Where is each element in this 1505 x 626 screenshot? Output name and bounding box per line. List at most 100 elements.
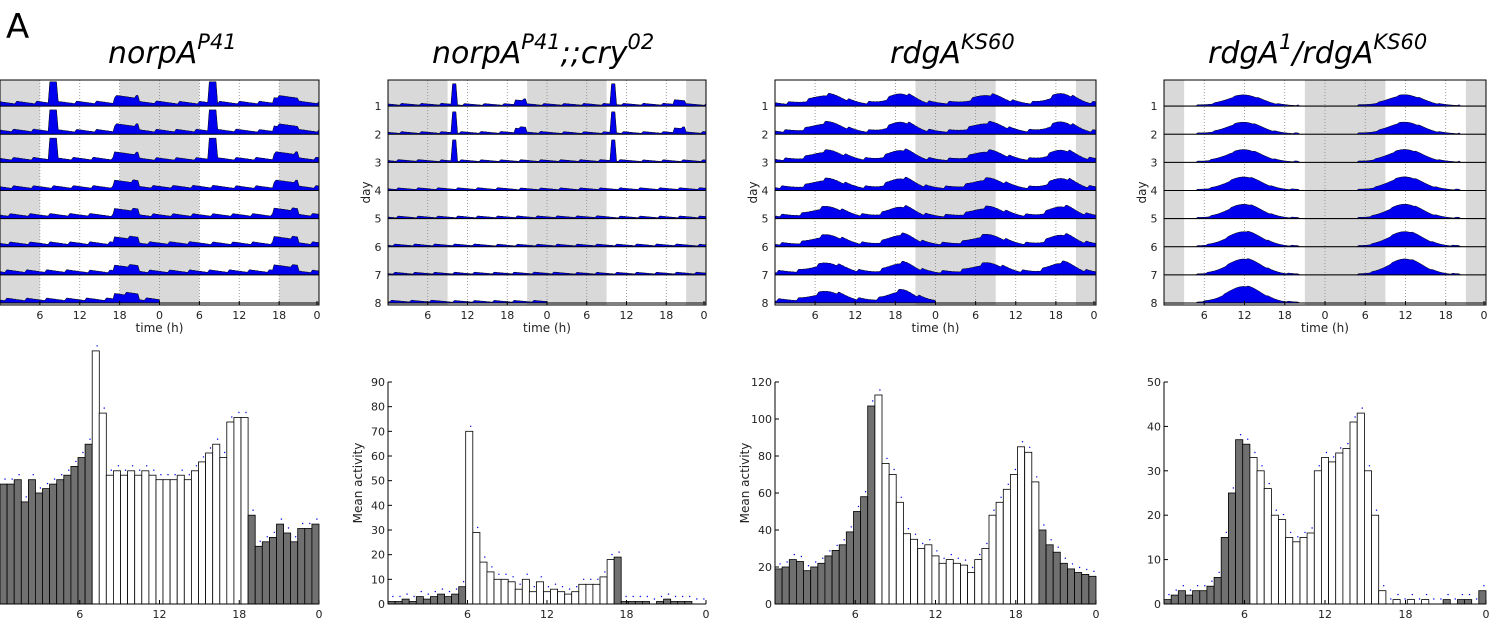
error-dot — [1000, 496, 1002, 498]
bar — [903, 533, 911, 605]
error-dot — [1029, 446, 1031, 448]
bar — [917, 548, 926, 605]
dark-phase-shade — [388, 80, 448, 305]
x-tick-label: 12 — [1318, 608, 1332, 621]
day-tick-label: 8 — [375, 297, 382, 310]
x-tick-label: 0 — [932, 309, 939, 322]
activity-trace — [0, 81, 320, 107]
x-tick-label: 18 — [659, 309, 673, 322]
bar — [1017, 446, 1025, 605]
error-dot — [505, 573, 507, 575]
activity-trace — [387, 83, 707, 107]
error-dot — [583, 578, 585, 580]
bar — [550, 588, 558, 605]
bar — [283, 532, 292, 605]
error-dot — [448, 590, 451, 593]
error-dot — [61, 474, 63, 476]
y-tick-label: 20 — [1147, 509, 1161, 522]
bar — [974, 559, 983, 605]
bar — [663, 598, 672, 605]
error-dot — [1375, 509, 1378, 511]
day-tick-label: 5 — [1151, 213, 1158, 226]
bar — [42, 488, 50, 605]
bar — [1199, 590, 1208, 605]
error-dot — [1383, 585, 1385, 587]
x-tick-label: 6 — [196, 309, 203, 322]
bar — [113, 470, 121, 605]
error-dot — [857, 505, 860, 508]
y-tick-label: 20 — [758, 561, 772, 574]
error-dot — [216, 438, 219, 440]
day-tick-label: 5 — [375, 213, 382, 226]
bar — [1177, 590, 1186, 605]
day-tick-label: 6 — [1151, 241, 1158, 254]
x-tick-label: 0 — [701, 309, 708, 322]
error-dot — [639, 595, 641, 598]
error-dot — [1418, 598, 1421, 600]
bar — [1059, 562, 1068, 605]
error-dot — [1071, 563, 1074, 565]
error-dot — [427, 593, 429, 595]
x-tick-label: 6 — [76, 608, 83, 621]
bar — [1220, 537, 1229, 605]
x-tick-label: 18 — [620, 608, 634, 621]
error-dot — [893, 468, 895, 471]
bar — [592, 583, 601, 605]
bar — [6, 483, 15, 605]
x-axis-label: time (h) — [136, 321, 184, 335]
bar — [845, 531, 854, 605]
dark-phase-shade — [527, 80, 607, 305]
error-dot — [273, 531, 275, 534]
x-tick-label: 12 — [1399, 309, 1413, 322]
x-tick-label: 0 — [1093, 608, 1100, 621]
error-dot — [1354, 416, 1356, 418]
bar — [1478, 590, 1487, 605]
error-dot — [238, 411, 240, 414]
y-tick-label: 30 — [371, 524, 385, 537]
bar — [817, 562, 826, 605]
activity-trace — [387, 215, 707, 219]
bar — [571, 591, 580, 605]
y-tick-label: 10 — [371, 573, 385, 586]
bar — [1364, 470, 1373, 605]
error-dot — [950, 553, 952, 556]
day-tick-label: 3 — [1151, 156, 1158, 169]
bar — [967, 572, 976, 605]
bar — [155, 479, 164, 605]
x-tick-label: 6 — [583, 309, 590, 322]
error-dot — [1093, 570, 1095, 572]
x-tick-label: 18 — [1009, 608, 1023, 621]
bar — [606, 559, 615, 605]
bar — [444, 596, 452, 605]
bar — [1299, 537, 1308, 605]
error-dot — [1189, 589, 1192, 591]
panel-title: rdgA1/rdgAKS60 — [1208, 30, 1427, 71]
activity-trace — [0, 235, 320, 247]
x-tick-label: 6 — [972, 309, 979, 322]
y-tick-label: 50 — [371, 475, 385, 488]
error-dot — [907, 528, 910, 530]
bar — [995, 501, 1004, 605]
bar — [148, 474, 157, 605]
error-dot — [526, 573, 528, 575]
bar — [1406, 599, 1415, 605]
bar — [415, 596, 424, 605]
error-dot — [922, 542, 924, 545]
y-axis-label: day — [746, 181, 760, 203]
bar — [226, 421, 235, 605]
bar — [465, 430, 474, 605]
panel-title: norpAP41;;cry02 — [432, 30, 654, 71]
bar — [557, 591, 566, 605]
error-dot — [32, 474, 34, 476]
bar — [1371, 514, 1380, 605]
bar — [127, 470, 136, 605]
bar — [1328, 461, 1337, 605]
error-dot — [287, 527, 290, 529]
x-tick-label: 6 — [36, 309, 43, 322]
error-dot — [413, 595, 415, 598]
x-axis-label: time (h) — [912, 321, 960, 335]
bar — [924, 544, 933, 605]
bar — [1270, 514, 1279, 605]
x-axis-label: time (h) — [1301, 321, 1349, 335]
